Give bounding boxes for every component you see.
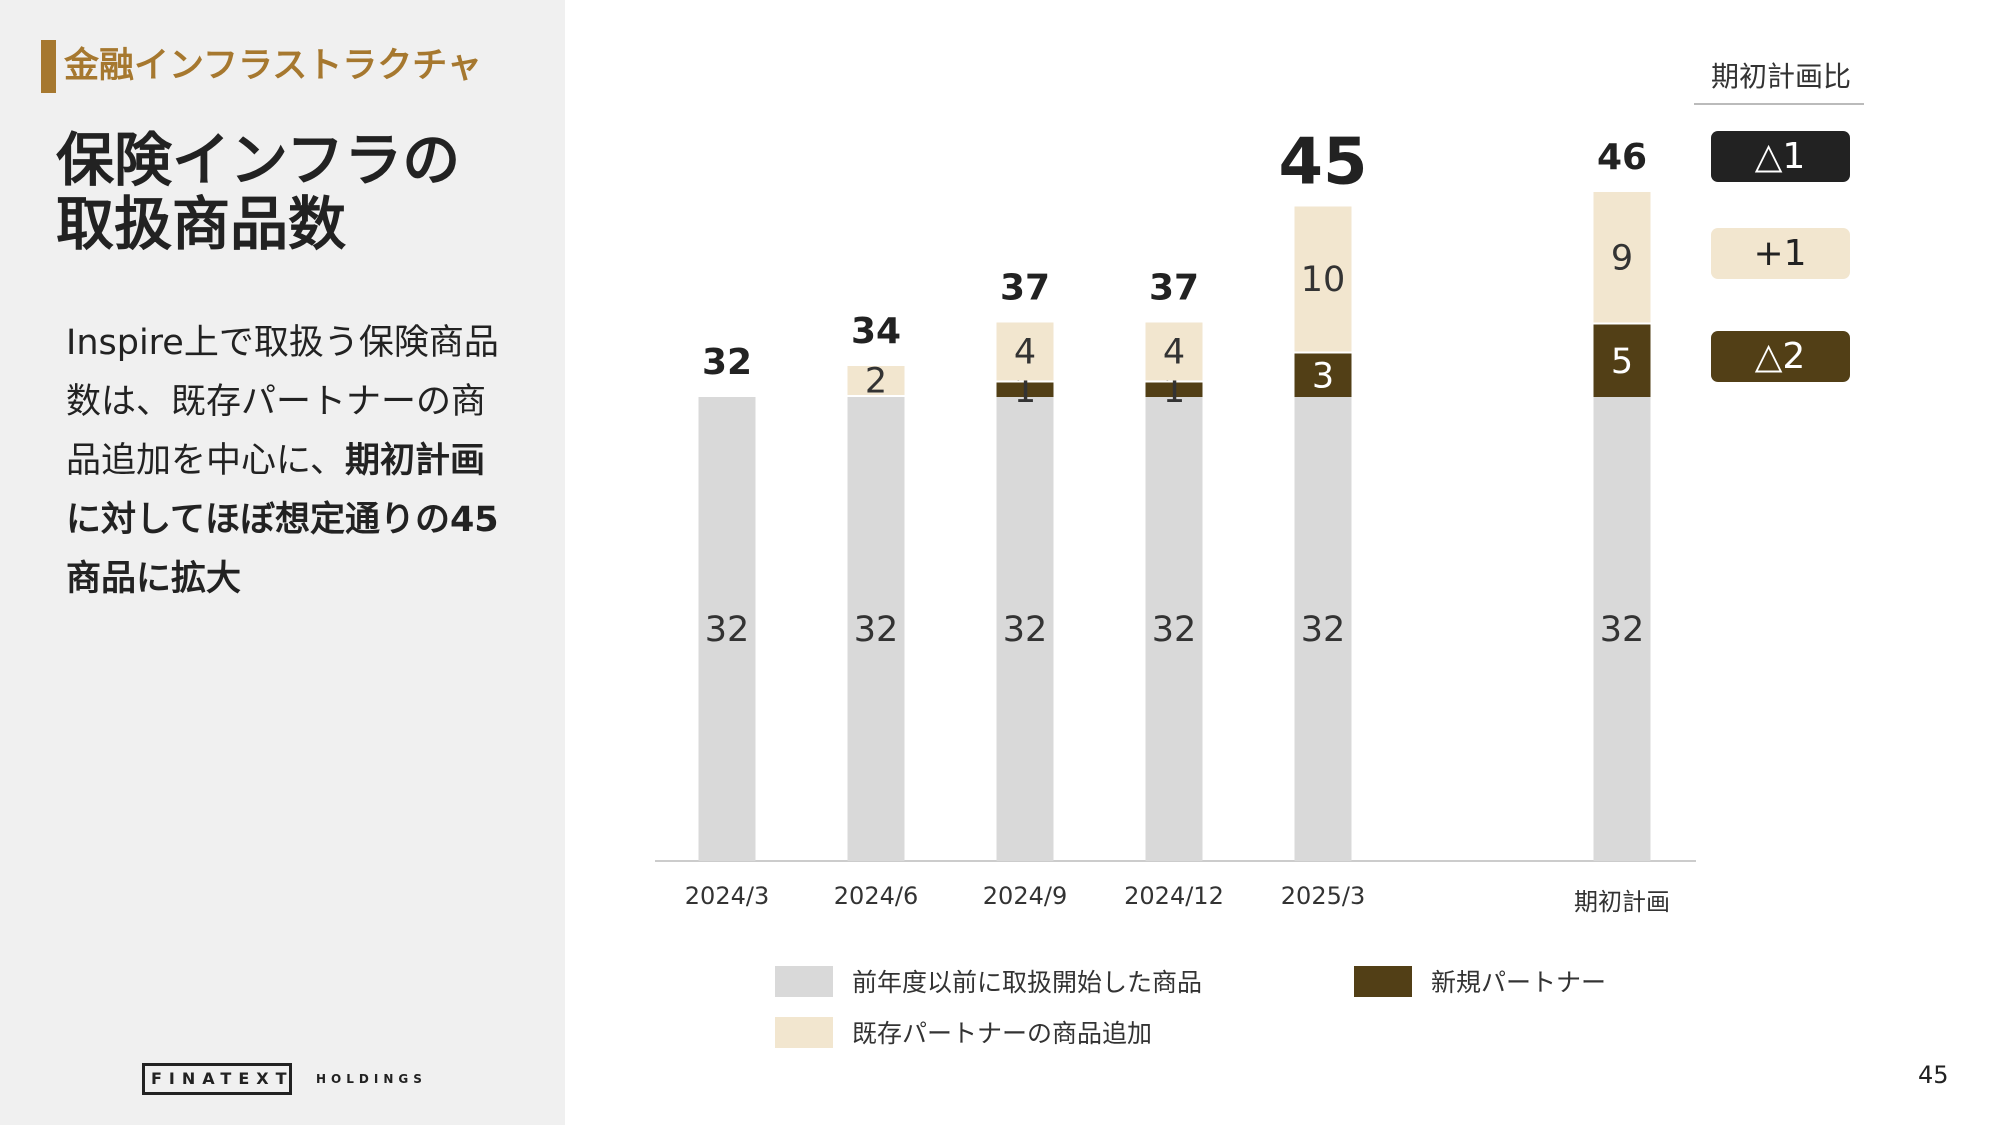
data-label-base: 32 — [705, 610, 750, 650]
data-label-new-partner: 1 — [1163, 371, 1185, 411]
company-logo: FINATEXT — [142, 1063, 292, 1095]
legend-label: 既存パートナーの商品追加 — [852, 1019, 1152, 1048]
left-panel — [0, 0, 565, 1125]
bar-segment-existing-partner — [1294, 206, 1352, 352]
bar-segment-existing-partner — [996, 322, 1054, 381]
comparison-badge-label: +1 — [1753, 233, 1806, 274]
legend-label: 新規パートナー — [1431, 968, 1606, 997]
page-number: 45 — [1918, 1061, 1949, 1089]
comparison-badge — [1711, 331, 1850, 382]
bar-segment-new-partner — [1294, 353, 1352, 397]
data-label-existing-partner: 4 — [1163, 333, 1185, 373]
total-label: 34 — [851, 311, 901, 352]
data-label-base: 32 — [854, 610, 899, 650]
company-logo-holdings: HOLDINGS — [316, 1072, 427, 1086]
bar-segment-new-partner — [1145, 382, 1203, 397]
x-tick-label: 2024/12 — [1124, 882, 1224, 910]
page-title-line2: 取扱商品数 — [56, 190, 347, 258]
bar-segment-base — [1593, 397, 1651, 861]
comparison-badge — [1711, 228, 1850, 279]
page-title: 保険インフラの 取扱商品数 — [56, 128, 556, 256]
description: Inspire上で取扱う保険商品数は、既存パートナーの商品追加を中心に、期初計画… — [66, 314, 506, 609]
bar-segment-existing-partner — [847, 366, 905, 395]
comparison-badge-label: △1 — [1755, 136, 1806, 177]
bar-segment-base — [847, 397, 905, 861]
description-text: Inspire上で取扱う保険商品数は、既存パートナーの商品追加を中心に、 — [66, 323, 499, 481]
x-tick-label: 2025/3 — [1281, 882, 1365, 910]
data-label-base: 32 — [1301, 610, 1346, 650]
comparison-badge — [1711, 131, 1850, 182]
legend-swatch — [1354, 966, 1412, 997]
description-highlight: 期初計画に対してほぼ想定通りの45商品に拡大 — [66, 441, 499, 599]
bar-segment-base — [1145, 397, 1203, 861]
legend-swatch — [775, 1017, 833, 1048]
x-tick-label: 2024/3 — [685, 882, 769, 910]
data-label-base: 32 — [1600, 610, 1645, 650]
total-label: 37 — [1000, 268, 1050, 309]
data-label-existing-partner: 4 — [1014, 333, 1036, 373]
data-label-base: 32 — [1152, 610, 1197, 650]
bar-segment-base — [996, 397, 1054, 861]
total-label: 32 — [702, 342, 752, 383]
data-label-existing-partner: 10 — [1301, 260, 1346, 300]
page-title-line1: 保険インフラの — [56, 126, 461, 194]
data-label-new-partner: 3 — [1312, 356, 1334, 396]
category-label: 金融インフラストラクチャ — [64, 46, 482, 86]
bar-segment-base — [698, 397, 756, 861]
x-tick-label: 2024/6 — [834, 882, 918, 910]
data-label-base: 32 — [1003, 610, 1048, 650]
comparison-title: 期初計画比 — [1711, 60, 1851, 93]
data-label-new-partner: 1 — [1014, 371, 1036, 411]
data-label-new-partner: 5 — [1611, 342, 1633, 382]
x-tick-label: 期初計画 — [1574, 888, 1670, 916]
total-label: 37 — [1149, 268, 1199, 309]
x-tick-label: 2024/9 — [983, 882, 1067, 910]
total-label: 45 — [1278, 126, 1367, 200]
bar-segment-existing-partner — [1593, 192, 1651, 323]
comparison-badge-label: △2 — [1755, 336, 1806, 377]
category-accent-bar — [41, 40, 56, 93]
bar-segment-new-partner — [996, 382, 1054, 397]
bar-segment-existing-partner — [1145, 322, 1203, 381]
data-label-existing-partner: 9 — [1611, 238, 1633, 278]
legend-swatch — [775, 966, 833, 997]
bar-segment-new-partner — [1593, 324, 1651, 397]
bar-segment-base — [1294, 397, 1352, 861]
legend-label: 前年度以前に取扱開始した商品 — [852, 968, 1202, 997]
data-label-existing-partner: 2 — [865, 362, 887, 402]
total-label: 46 — [1597, 137, 1647, 178]
